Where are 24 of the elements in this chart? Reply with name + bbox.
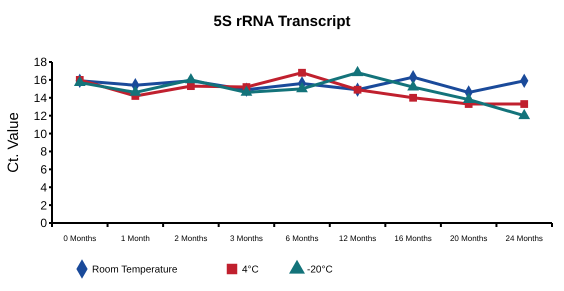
y-tick-label: 6	[40, 162, 48, 177]
y-tick-label: 12	[34, 108, 48, 123]
y-tick-label: 0	[40, 216, 48, 230]
y-tick-label: 10	[34, 126, 48, 141]
y-tick-label: 2	[40, 198, 48, 212]
y-axis-title: Ct. Value	[5, 112, 22, 173]
x-tick-label: 16 Months	[394, 234, 432, 243]
y-tick-label: 18	[34, 55, 48, 70]
x-tick-label: 2 Months	[174, 234, 208, 243]
y-tick-label: 16	[34, 73, 48, 88]
legend-label: -20°C	[307, 264, 333, 276]
x-tick-label: 0 Months	[63, 234, 96, 243]
legend-label: 4°C	[242, 264, 259, 276]
y-tick-label: 8	[40, 144, 48, 159]
y-tick-label: 14	[34, 90, 48, 105]
x-tick-label: 3 Months	[230, 234, 263, 243]
x-tick-label: 24 Months	[506, 234, 543, 243]
x-tick-label: 20 Months	[450, 234, 488, 243]
legend-label: Room Temperature	[92, 264, 178, 276]
x-tick-label: 1 Month	[120, 234, 150, 243]
x-tick-label: 6 Months	[286, 234, 318, 243]
y-tick-label: 4	[40, 180, 48, 194]
x-tick-label: 12 Months	[338, 234, 376, 243]
chart-title: 5S rRNA Transcript	[214, 13, 350, 30]
